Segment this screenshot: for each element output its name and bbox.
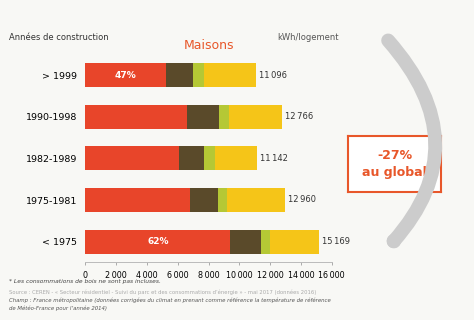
Text: kWh/logement: kWh/logement (277, 33, 339, 42)
Bar (166, 63, 193, 87)
Bar (219, 105, 228, 129)
Text: 15 169: 15 169 (322, 237, 350, 246)
Title: Maisons: Maisons (183, 39, 234, 52)
Bar (228, 105, 282, 129)
Bar (179, 146, 204, 171)
Text: 62%: 62% (147, 237, 168, 246)
Bar (227, 188, 285, 212)
Bar (204, 63, 256, 87)
Bar (215, 146, 257, 171)
Bar (85, 63, 166, 87)
Text: de Météo-France pour l’année 2014): de Météo-France pour l’année 2014) (9, 306, 108, 311)
Bar (85, 105, 187, 129)
Text: 11 096: 11 096 (259, 71, 287, 80)
Text: Champ : France métropolitaine (données corrigées du climat en prenant comme réfé: Champ : France métropolitaine (données c… (9, 298, 331, 303)
Bar (261, 229, 270, 254)
Bar (230, 229, 261, 254)
Text: 11 142: 11 142 (260, 154, 288, 163)
Bar (85, 146, 179, 171)
Text: Source : CEREN - « Secteur résidentiel - Suivi du parc et des consommations d’én: Source : CEREN - « Secteur résidentiel -… (9, 289, 317, 295)
Text: Années de construction: Années de construction (9, 33, 109, 42)
Text: -27%
au global: -27% au global (362, 149, 427, 179)
Bar (85, 188, 190, 212)
Text: 47%: 47% (115, 71, 137, 80)
Bar (190, 188, 218, 212)
Text: * Les consommations de bois ne sont pas incluses.: * Les consommations de bois ne sont pas … (9, 279, 161, 284)
Bar (187, 105, 219, 129)
Text: 12 766: 12 766 (285, 112, 313, 121)
Bar (85, 229, 230, 254)
Bar (270, 229, 319, 254)
Bar (204, 146, 215, 171)
Bar (193, 63, 204, 87)
Bar (218, 188, 227, 212)
Text: 12 960: 12 960 (288, 196, 316, 204)
